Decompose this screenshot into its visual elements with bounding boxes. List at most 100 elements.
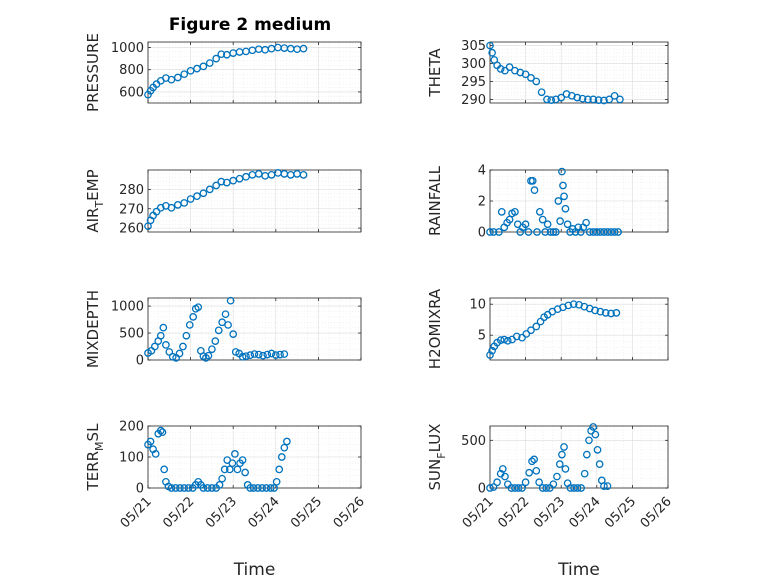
data-point xyxy=(493,478,501,487)
y-axis-label-rest: SL xyxy=(84,423,102,442)
data-point xyxy=(587,426,595,435)
y-tick-label: 270 xyxy=(119,202,144,217)
data-point xyxy=(205,59,214,67)
data-point xyxy=(558,167,566,176)
data-point xyxy=(591,306,599,315)
data-point xyxy=(603,482,612,490)
data-point xyxy=(168,352,177,361)
data-point xyxy=(584,95,592,104)
data-point xyxy=(211,337,220,345)
data-point xyxy=(263,350,272,359)
data-point xyxy=(212,54,221,63)
data-point xyxy=(533,228,541,236)
data-point xyxy=(221,310,230,319)
data-point xyxy=(212,181,221,190)
data-point xyxy=(158,428,167,437)
data-point xyxy=(488,346,496,355)
data-point xyxy=(501,472,509,481)
data-point xyxy=(246,484,255,492)
subplot-2: 290 295 300 305 THETA xyxy=(426,39,669,108)
data-point xyxy=(594,96,603,104)
y-tick-label: 500 xyxy=(461,434,486,449)
data-point xyxy=(553,472,561,481)
data-point xyxy=(559,181,567,190)
data-point xyxy=(589,95,598,104)
data-point xyxy=(182,331,191,340)
data-point xyxy=(146,437,155,446)
data-point xyxy=(596,307,605,316)
data-point xyxy=(496,336,505,345)
data-point xyxy=(173,73,182,82)
y-tick-label: 600 xyxy=(119,85,144,100)
x-tick-label: 05/21 xyxy=(118,494,155,531)
data-point xyxy=(167,484,176,492)
data-point xyxy=(496,65,505,73)
data-point xyxy=(486,41,494,50)
subplot-3: 260 270 280 AIRTEMP xyxy=(84,169,362,237)
data-point xyxy=(589,423,598,431)
y-axis-label-main: TERR xyxy=(84,451,102,492)
data-point xyxy=(218,474,226,483)
y-axis-label: TERRMSL xyxy=(84,423,106,492)
x-tick-label: 05/23 xyxy=(531,494,568,531)
y-axis-label: THETA xyxy=(426,48,444,98)
data-point xyxy=(552,228,560,236)
data-point xyxy=(596,228,605,236)
y-tick-label: 0 xyxy=(136,354,144,369)
data-point xyxy=(600,482,608,490)
data-point xyxy=(511,484,519,492)
y-tick-label: 2 xyxy=(478,195,486,210)
data-point xyxy=(224,321,232,329)
data-point xyxy=(614,228,623,236)
data-point xyxy=(505,63,514,71)
data-point xyxy=(194,303,203,312)
data-point xyxy=(242,352,250,361)
data-point xyxy=(218,318,226,327)
subplot-6: 5 10 H2OMIXRA xyxy=(426,288,669,369)
y-tick-label: 1000 xyxy=(111,300,144,315)
data-point xyxy=(561,204,570,213)
data-point xyxy=(578,94,587,103)
data-point xyxy=(591,430,600,439)
data-point xyxy=(607,228,615,236)
data-point xyxy=(547,96,556,104)
data-point xyxy=(511,208,519,216)
data-point xyxy=(549,228,558,236)
data-point xyxy=(580,469,589,478)
y-tick-label: 305 xyxy=(461,39,486,54)
x-tick-label: 05/22 xyxy=(160,494,197,531)
data-point xyxy=(557,93,566,102)
y-axis-label-main: RAINFALL xyxy=(426,165,444,236)
data-point xyxy=(156,331,165,340)
y-axis-label: SUNFLUX xyxy=(426,424,448,491)
data-point xyxy=(179,342,187,351)
axes-box xyxy=(489,297,669,361)
subplot-5: 0 500 1000 MIXDEPTH xyxy=(84,290,362,369)
x-axis-label: Time xyxy=(233,560,276,580)
data-point xyxy=(184,484,193,492)
data-point xyxy=(612,309,621,317)
data-point xyxy=(275,465,284,474)
data-point xyxy=(250,350,259,358)
data-point xyxy=(561,465,570,473)
data-point xyxy=(497,208,506,216)
axes-box xyxy=(147,297,362,361)
y-tick-label: 0 xyxy=(478,226,486,241)
data-point xyxy=(156,426,165,435)
data-point xyxy=(208,345,216,354)
data-point xyxy=(541,228,550,236)
axes-box xyxy=(489,425,669,489)
y-axis-label-rest: EMP xyxy=(84,169,102,200)
data-point xyxy=(527,74,535,82)
data-point xyxy=(566,484,575,492)
data-point xyxy=(180,484,189,492)
y-tick-label: 290 xyxy=(461,93,486,108)
data-point xyxy=(549,480,558,489)
x-tick-label: 05/26 xyxy=(331,494,368,531)
data-point xyxy=(231,450,239,458)
y-tick-label: 0 xyxy=(478,482,486,497)
data-point xyxy=(271,351,280,359)
data-point xyxy=(573,93,582,102)
data-point xyxy=(208,484,216,492)
